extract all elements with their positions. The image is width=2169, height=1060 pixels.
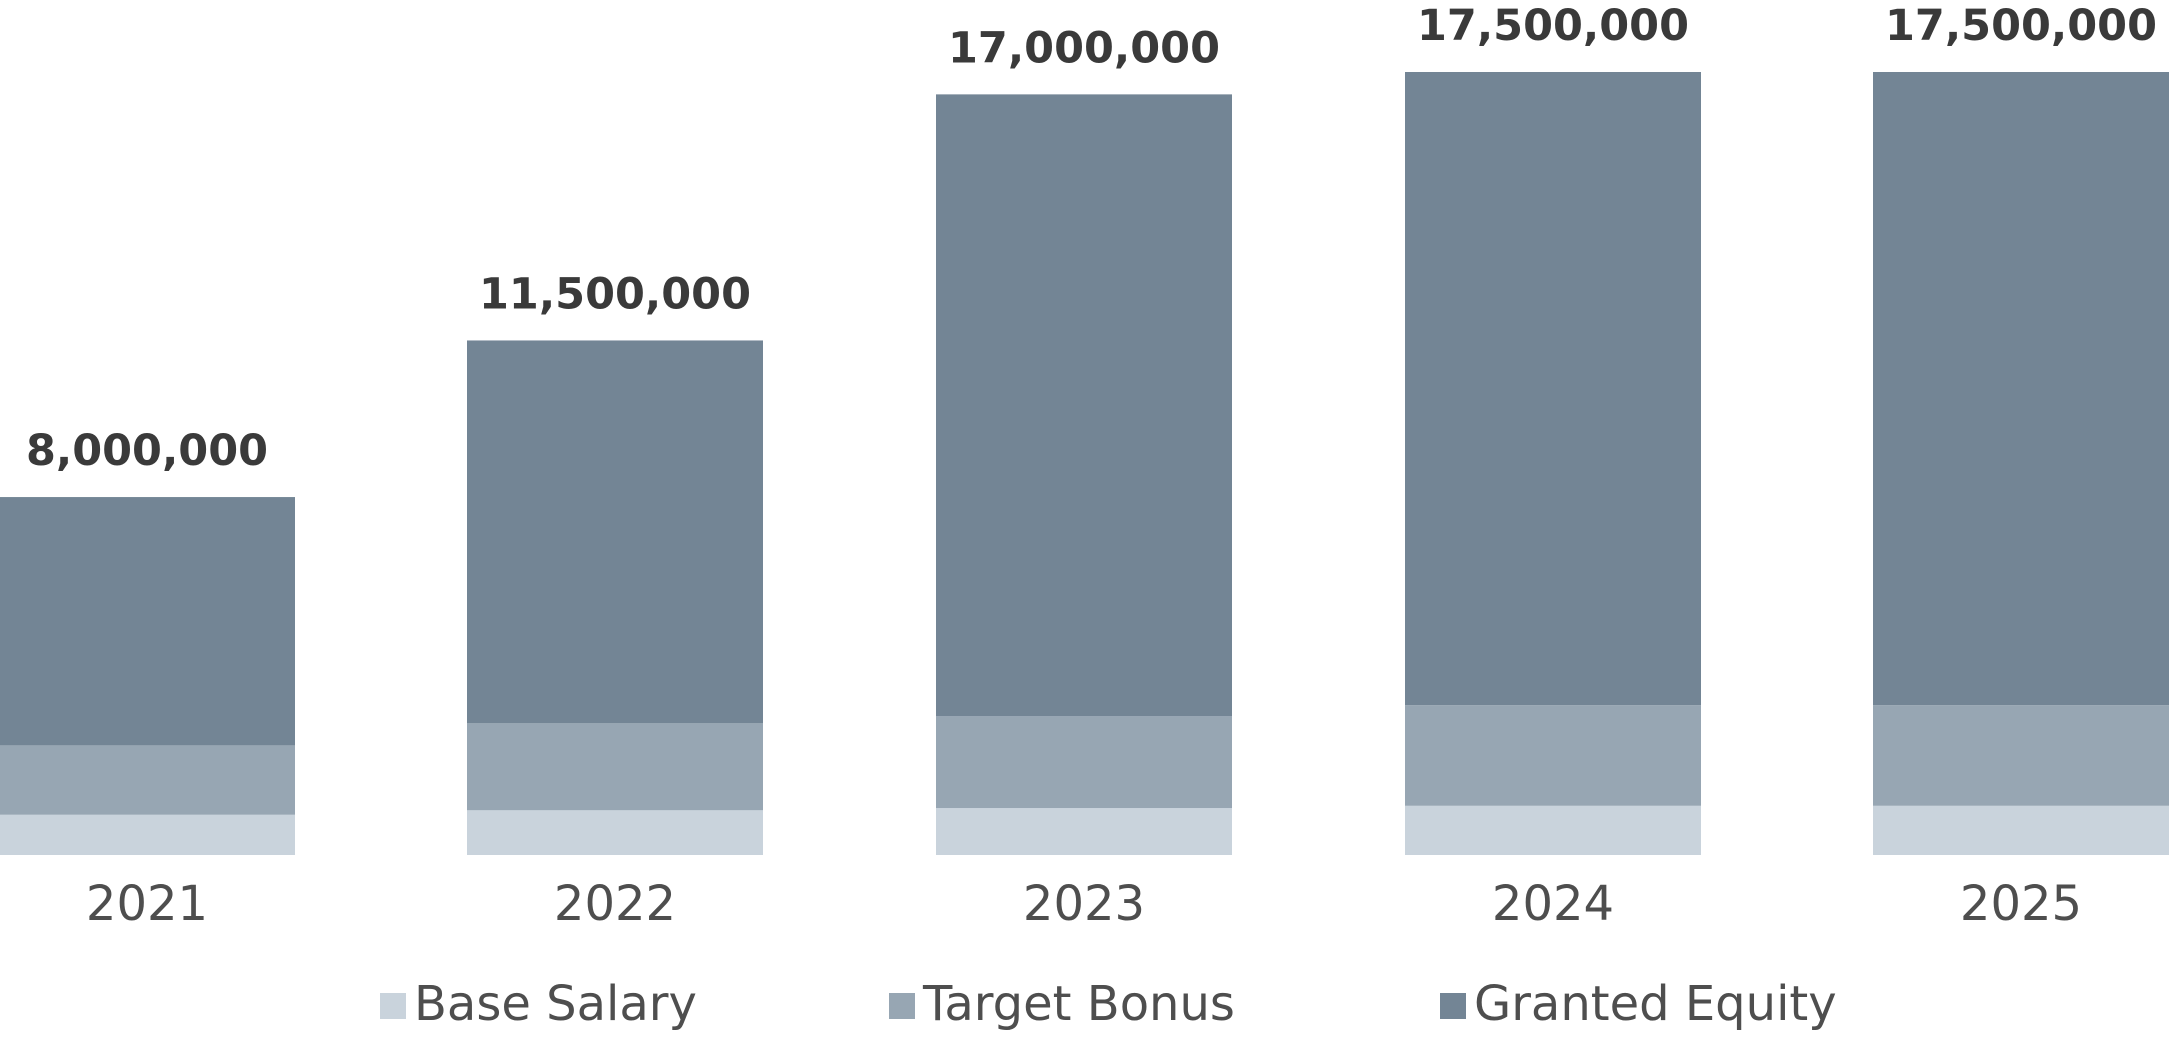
x-tick-label-2025: 2025 — [1960, 876, 2082, 932]
bar-segment-granted-equity-2023 — [936, 94, 1232, 717]
bar-stack-2022 — [467, 340, 763, 855]
legend-label: Granted Equity — [1474, 976, 1837, 1032]
bar-segment-base-salary-2021 — [0, 814, 295, 855]
legend-label: Base Salary — [414, 976, 697, 1032]
legend-item-granted-equity: Granted Equity — [1440, 976, 1837, 1032]
bar-stack-2025 — [1873, 72, 2169, 855]
legend-swatch — [889, 993, 915, 1019]
total-label-2021: 8,000,000 — [26, 426, 268, 476]
bar-segment-target-bonus-2021 — [0, 745, 295, 815]
x-tick-label-2023: 2023 — [1023, 876, 1145, 932]
legend-item-base-salary: Base Salary — [380, 976, 697, 1032]
x-tick-label-2022: 2022 — [554, 876, 676, 932]
x-tick-label-2024: 2024 — [1492, 876, 1614, 932]
bar-stack-2021 — [0, 497, 295, 855]
legend-label: Target Bonus — [922, 976, 1235, 1032]
total-label-2023: 17,000,000 — [948, 23, 1220, 73]
bar-segment-base-salary-2023 — [936, 808, 1232, 855]
total-label-2025: 17,500,000 — [1885, 1, 2157, 51]
total-label-2022: 11,500,000 — [479, 269, 751, 319]
total-labels: 8,000,000 11,500,000 17,000,000 17,500,000 1… — [26, 1, 2157, 476]
bar-stack-2023 — [936, 94, 1232, 855]
bar-segment-target-bonus-2024 — [1405, 705, 1701, 806]
legend: Base Salary Target Bonus Granted Equity — [380, 976, 1837, 1032]
bar-segment-target-bonus-2022 — [467, 723, 763, 811]
bar-segment-granted-equity-2025 — [1873, 72, 2169, 706]
bar-segment-granted-equity-2021 — [0, 497, 295, 746]
bar-segment-target-bonus-2023 — [936, 716, 1232, 809]
bar-stack-2024 — [1405, 72, 1701, 855]
bar-segment-target-bonus-2025 — [1873, 705, 2169, 806]
legend-swatch — [380, 993, 406, 1019]
total-label-2024: 17,500,000 — [1417, 1, 1689, 51]
legend-swatch — [1440, 993, 1466, 1019]
legend-item-target-bonus: Target Bonus — [889, 976, 1235, 1032]
bar-segment-base-salary-2025 — [1873, 805, 2169, 855]
bar-segment-granted-equity-2024 — [1405, 72, 1701, 706]
x-tick-label-2021: 2021 — [86, 876, 208, 932]
bar-segment-base-salary-2024 — [1405, 805, 1701, 855]
bars-layer — [0, 72, 2169, 855]
bar-segment-base-salary-2022 — [467, 810, 763, 855]
bar-segment-granted-equity-2022 — [467, 340, 763, 724]
x-axis-tick-labels: 2021 2022 2023 2024 2025 — [86, 876, 2082, 932]
